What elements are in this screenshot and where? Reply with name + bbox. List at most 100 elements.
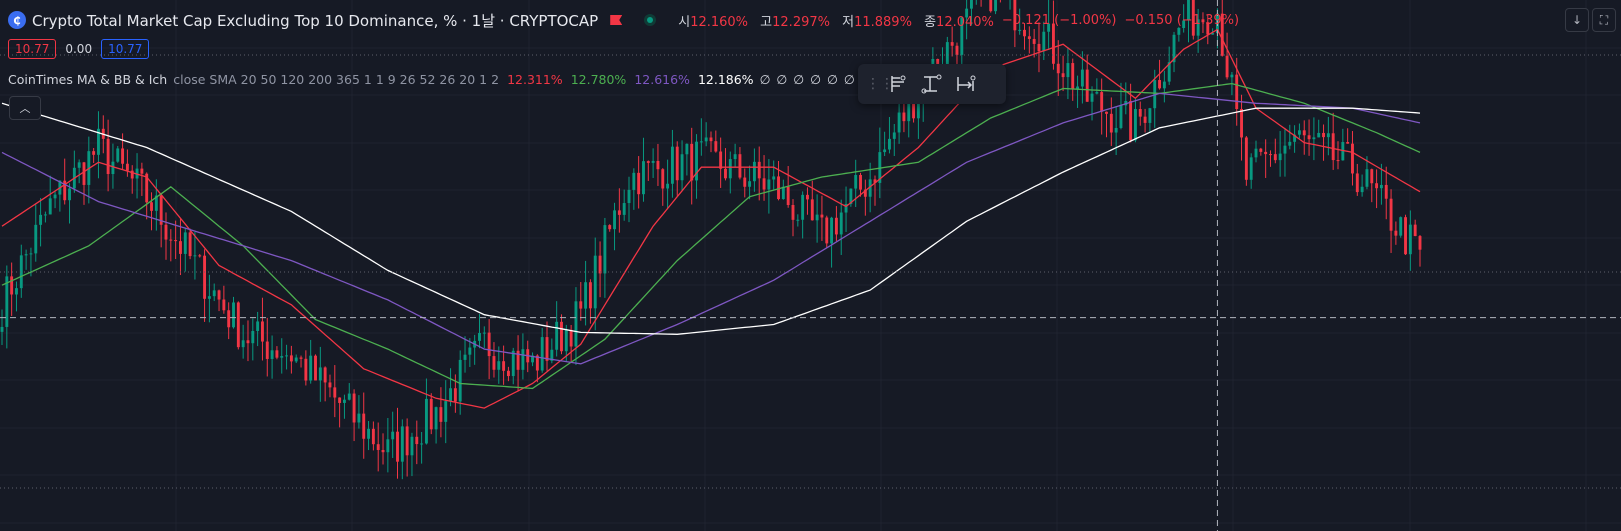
ma-line: [1, 82, 1421, 390]
candle-body: [468, 347, 472, 355]
candle-body: [762, 178, 766, 190]
currency-c-icon: ₵: [8, 11, 26, 29]
candle-body: [1013, 0, 1017, 31]
candle-body: [1095, 92, 1099, 94]
fullscreen-icon[interactable]: ⛶: [1592, 8, 1616, 32]
buy-price[interactable]: 10.77: [101, 39, 150, 59]
candle-body: [854, 174, 858, 189]
candle-body: [439, 407, 443, 422]
symbol-title[interactable]: Crypto Total Market Cap Excluding Top 10…: [32, 11, 599, 30]
candle-body: [1172, 34, 1176, 63]
sell-price[interactable]: 10.77: [8, 39, 57, 59]
indicator-value: 12.311%: [507, 72, 563, 87]
candle-body: [478, 333, 481, 341]
drag-handle-icon[interactable]: ⋮⋮: [866, 76, 894, 92]
candle-body: [396, 431, 399, 462]
candle-body: [1404, 217, 1407, 255]
candle-body: [646, 161, 650, 163]
candle-body: [685, 143, 689, 155]
candle-body: [97, 128, 100, 155]
candle-body: [564, 329, 568, 352]
candle-body: [1037, 43, 1041, 52]
candle-body: [289, 355, 293, 362]
candle-body: [545, 337, 549, 361]
candle-body: [125, 163, 129, 171]
indicator-name[interactable]: CoinTimes MA & BB & Ich: [8, 72, 168, 87]
candle-body: [1379, 184, 1383, 189]
market-status-icon[interactable]: [644, 14, 657, 26]
candle-body: [1264, 151, 1268, 155]
candle-body: [497, 361, 501, 370]
floating-drawing-toolbar[interactable]: ⋮⋮: [858, 64, 1006, 104]
candle-body: [1418, 236, 1422, 250]
candle-body: [1109, 113, 1113, 133]
candle-body: [275, 350, 279, 358]
candle-body: [1235, 74, 1239, 110]
candle-body: [989, 0, 993, 12]
candle-body: [994, 0, 998, 12]
candle-body: [323, 367, 327, 383]
candle-body: [579, 301, 583, 309]
candle-body: [752, 161, 756, 182]
candle-body: [53, 194, 57, 199]
change-value-2: −0.150 (−1.39%): [1124, 12, 1240, 28]
date-range-icon[interactable]: [916, 68, 948, 100]
candle-body: [670, 146, 674, 184]
candle-body: [1187, 0, 1190, 21]
candle-body: [888, 138, 891, 150]
candle-body: [699, 141, 703, 143]
candle-body: [1312, 137, 1316, 140]
candle-body: [632, 172, 636, 190]
candle-body: [849, 188, 853, 204]
candle-body: [256, 321, 260, 331]
candle-body: [1273, 154, 1277, 161]
candle-body: [1360, 186, 1364, 193]
candle-body: [116, 148, 120, 162]
candle-body: [236, 302, 240, 348]
candle-body: [261, 321, 264, 342]
candle-body: [34, 224, 38, 254]
indicator-legend[interactable]: CoinTimes MA & BB & Ich close SMA 20 50 …: [8, 72, 940, 87]
candle-body: [309, 355, 313, 381]
candle-body: [207, 296, 211, 299]
candle-body: [1269, 154, 1272, 156]
indicator-value: 12.616%: [634, 72, 690, 87]
candle-body: [1018, 29, 1022, 31]
candle-body: [1283, 145, 1287, 154]
candle-body: [1090, 93, 1094, 102]
candle-body: [121, 148, 125, 164]
candle-body: [1346, 142, 1350, 144]
candle-body: [347, 393, 351, 400]
candle-body: [1240, 109, 1243, 138]
candle-body: [222, 299, 226, 311]
collapse-legend-button[interactable]: ︿: [9, 96, 41, 120]
price-range-icon[interactable]: [950, 68, 982, 100]
candle-body: [574, 301, 578, 347]
candle-body: [1244, 137, 1248, 180]
candle-body: [169, 239, 173, 241]
candle-body: [897, 112, 901, 133]
candle-body: [1143, 116, 1147, 123]
long-position-icon[interactable]: [882, 68, 914, 100]
candle-body: [43, 214, 47, 216]
candle-body: [724, 168, 727, 179]
candle-body: [1129, 100, 1133, 141]
candle-body: [140, 168, 144, 174]
candle-body: [1399, 217, 1403, 236]
candle-body: [960, 17, 964, 55]
candle-body: [912, 95, 916, 119]
candle-body: [429, 398, 433, 430]
candle-body: [0, 326, 4, 332]
candle-body: [748, 181, 752, 187]
candle-body: [511, 350, 515, 377]
candle-body: [338, 397, 342, 403]
candle-body: [164, 224, 168, 240]
candle-body: [1341, 142, 1345, 161]
candle-body: [540, 337, 544, 371]
flag-icon[interactable]: [610, 15, 623, 25]
scroll-down-icon[interactable]: ↓: [1565, 8, 1589, 32]
candle-body: [48, 198, 52, 215]
candle-body: [651, 160, 655, 163]
candle-body: [1076, 86, 1080, 90]
candle-body: [777, 176, 780, 200]
